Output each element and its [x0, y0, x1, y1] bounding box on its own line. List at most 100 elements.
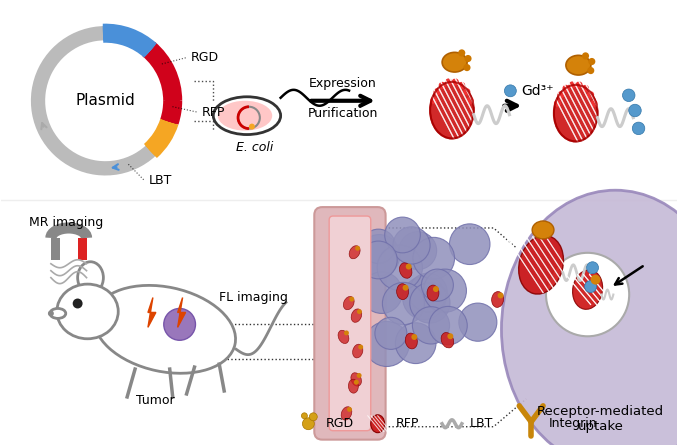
Circle shape [463, 88, 471, 95]
Circle shape [310, 413, 317, 421]
Ellipse shape [338, 330, 349, 343]
Circle shape [439, 82, 446, 89]
Circle shape [554, 100, 561, 107]
Circle shape [429, 306, 467, 345]
Circle shape [355, 246, 360, 251]
Text: Receptor-mediated
uptake: Receptor-mediated uptake [537, 405, 664, 433]
Bar [51, 238, 60, 260]
Ellipse shape [213, 97, 280, 135]
Ellipse shape [430, 82, 474, 139]
Circle shape [249, 124, 255, 130]
Circle shape [582, 85, 589, 92]
Circle shape [302, 418, 314, 429]
Circle shape [399, 231, 436, 269]
Circle shape [357, 309, 362, 314]
Circle shape [164, 309, 196, 340]
Circle shape [589, 58, 595, 65]
Ellipse shape [442, 52, 467, 72]
Circle shape [354, 380, 359, 385]
Circle shape [411, 334, 417, 340]
Circle shape [463, 64, 471, 71]
Circle shape [629, 104, 641, 117]
Text: RGD: RGD [326, 417, 355, 430]
Ellipse shape [554, 85, 597, 141]
Circle shape [73, 298, 83, 309]
Ellipse shape [397, 284, 409, 300]
Ellipse shape [405, 333, 417, 349]
Circle shape [393, 227, 430, 264]
Ellipse shape [353, 344, 363, 358]
Ellipse shape [573, 270, 603, 310]
Circle shape [402, 276, 446, 320]
Circle shape [410, 283, 450, 323]
Circle shape [546, 253, 629, 336]
Ellipse shape [371, 415, 385, 433]
Text: Expression: Expression [309, 77, 377, 91]
Circle shape [447, 333, 454, 339]
Text: RGD: RGD [190, 51, 218, 64]
Circle shape [421, 269, 454, 301]
Text: RFP: RFP [396, 417, 419, 430]
Ellipse shape [50, 309, 65, 318]
Ellipse shape [349, 246, 360, 259]
Circle shape [361, 272, 402, 314]
Circle shape [383, 282, 425, 325]
Circle shape [623, 89, 635, 102]
Circle shape [587, 262, 599, 274]
Polygon shape [177, 297, 186, 327]
Circle shape [301, 413, 308, 419]
Text: Tumor: Tumor [136, 394, 174, 407]
Circle shape [591, 275, 600, 285]
Circle shape [498, 293, 503, 298]
Circle shape [48, 310, 54, 316]
Text: Plasmid: Plasmid [76, 93, 135, 108]
Ellipse shape [532, 221, 554, 239]
Circle shape [413, 307, 449, 344]
Ellipse shape [351, 309, 361, 322]
Circle shape [361, 229, 396, 264]
Circle shape [424, 269, 466, 312]
Ellipse shape [218, 101, 272, 131]
Circle shape [357, 373, 361, 378]
Circle shape [377, 245, 422, 290]
Ellipse shape [501, 190, 682, 446]
Text: E. coli: E. coli [236, 141, 273, 154]
Ellipse shape [78, 262, 104, 293]
Polygon shape [148, 297, 156, 327]
Text: LBT: LBT [470, 417, 493, 430]
Circle shape [557, 91, 565, 99]
Circle shape [563, 85, 569, 92]
Circle shape [569, 82, 576, 89]
Text: LBT: LBT [149, 174, 172, 187]
Circle shape [591, 100, 597, 107]
Ellipse shape [400, 263, 412, 278]
Circle shape [505, 85, 516, 97]
Circle shape [347, 407, 352, 412]
Circle shape [632, 122, 644, 135]
Circle shape [413, 237, 455, 279]
Circle shape [358, 345, 364, 350]
Circle shape [409, 273, 447, 312]
Circle shape [464, 55, 471, 62]
Ellipse shape [94, 285, 235, 373]
Circle shape [385, 217, 420, 253]
Circle shape [433, 286, 439, 292]
Ellipse shape [441, 333, 454, 348]
Circle shape [344, 330, 349, 335]
Circle shape [430, 97, 437, 104]
Circle shape [359, 235, 400, 276]
FancyBboxPatch shape [314, 207, 385, 440]
Ellipse shape [427, 285, 439, 301]
Circle shape [451, 78, 459, 86]
Text: Purification: Purification [308, 107, 379, 120]
Text: RFP: RFP [202, 106, 226, 119]
Circle shape [349, 297, 354, 301]
Text: Integrin: Integrin [549, 417, 597, 430]
Circle shape [459, 303, 497, 341]
Circle shape [434, 88, 441, 95]
Circle shape [582, 52, 589, 59]
Circle shape [466, 97, 474, 104]
Circle shape [445, 78, 452, 86]
Circle shape [359, 241, 397, 279]
FancyBboxPatch shape [329, 216, 371, 431]
